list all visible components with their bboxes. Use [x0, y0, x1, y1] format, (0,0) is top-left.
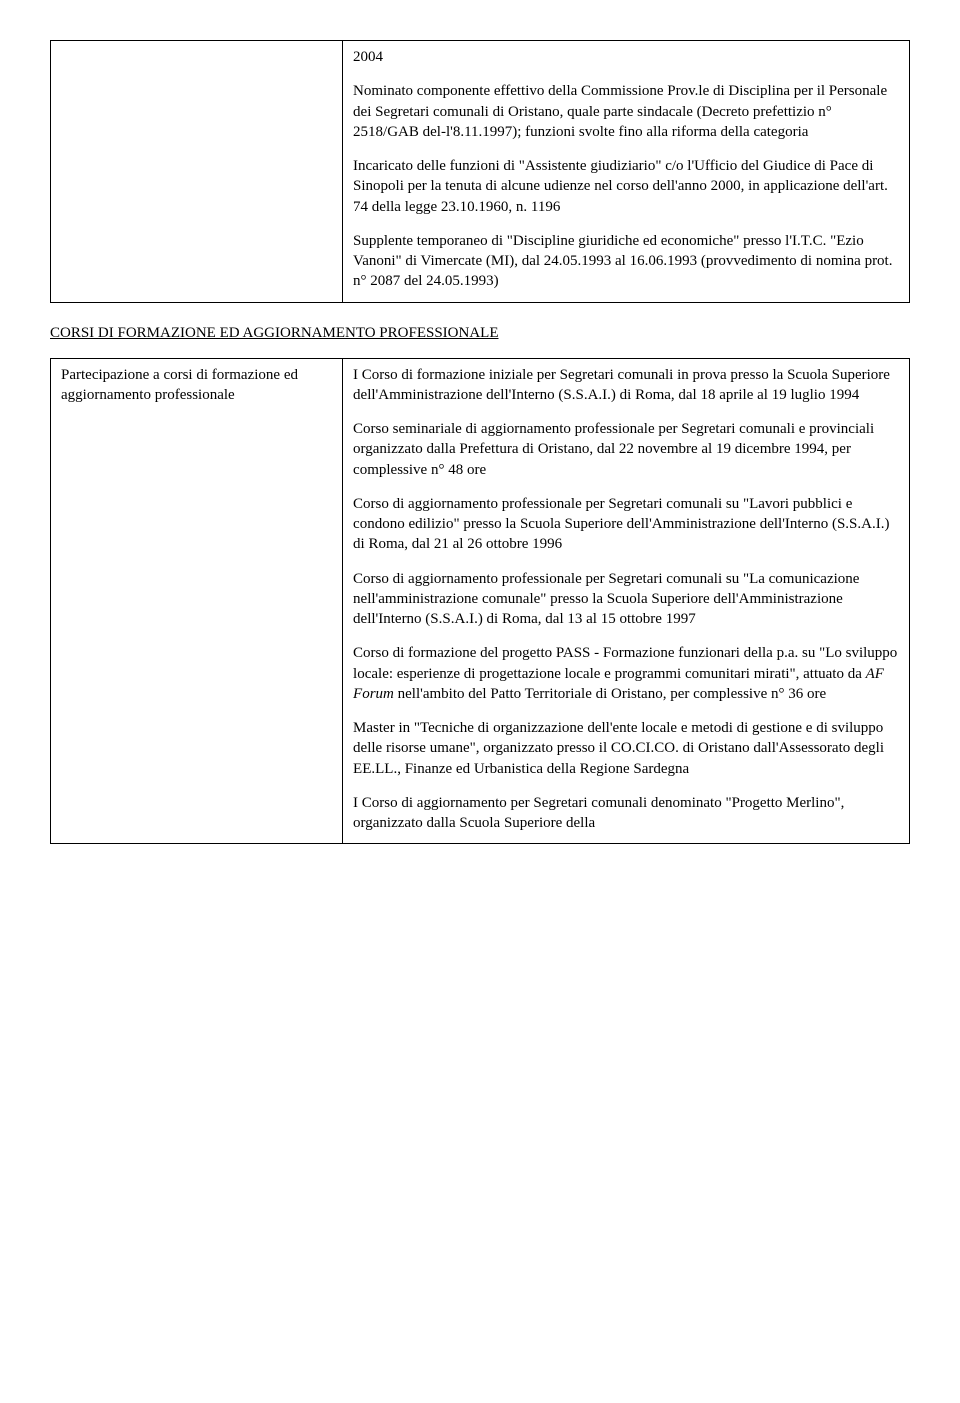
bottom-para-0: I Corso di formazione iniziale per Segre…	[353, 365, 899, 406]
bottom-para-1: Corso seminariale di aggiornamento profe…	[353, 419, 899, 480]
section-heading: CORSI DI FORMAZIONE ED AGGIORNAMENTO PRO…	[50, 325, 910, 342]
italic-span: AF Forum	[353, 666, 884, 702]
top-left-cell	[51, 41, 343, 303]
page: 2004 Nominato componente effettivo della…	[0, 0, 960, 894]
bottom-left-text: Partecipazione a corsi di formazione ed …	[61, 365, 332, 406]
table-row: 2004 Nominato componente effettivo della…	[51, 41, 910, 303]
table-row: Partecipazione a corsi di formazione ed …	[51, 358, 910, 844]
bottom-right-cell: I Corso di formazione iniziale per Segre…	[343, 358, 910, 844]
bottom-para-4: Corso di formazione del progetto PASS - …	[353, 643, 899, 704]
bottom-left-cell: Partecipazione a corsi di formazione ed …	[51, 358, 343, 844]
top-para-0: 2004	[353, 47, 899, 67]
bottom-para-3: Corso di aggiornamento professionale per…	[353, 569, 899, 630]
top-table: 2004 Nominato componente effettivo della…	[50, 40, 910, 303]
bottom-para-5: Master in "Tecniche di organizzazione de…	[353, 718, 899, 779]
bottom-table: Partecipazione a corsi di formazione ed …	[50, 358, 910, 845]
bottom-para-6: I Corso di aggiornamento per Segretari c…	[353, 793, 899, 834]
bottom-para-2: Corso di aggiornamento professionale per…	[353, 494, 899, 555]
top-para-2: Incaricato delle funzioni di "Assistente…	[353, 156, 899, 217]
top-para-1: Nominato componente effettivo della Comm…	[353, 81, 899, 142]
top-right-cell: 2004 Nominato componente effettivo della…	[343, 41, 910, 303]
top-para-3: Supplente temporaneo di "Discipline giur…	[353, 231, 899, 292]
